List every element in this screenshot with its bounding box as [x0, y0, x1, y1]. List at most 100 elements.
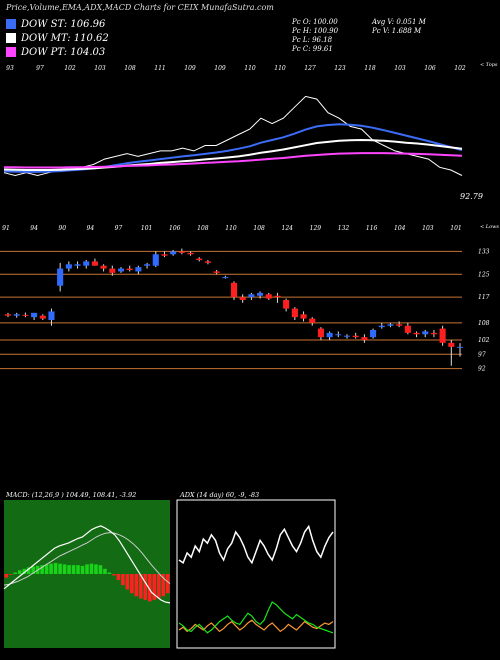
macd-hist-bar — [116, 574, 121, 580]
candle-body — [230, 282, 238, 298]
macd-hist-bar — [26, 567, 31, 574]
stat-pc-high: Pc H: 100.90 — [292, 27, 339, 35]
candle-body — [48, 311, 55, 320]
legend-label-dow-mt: DOW MT: 110.62 — [21, 32, 109, 44]
candle-body — [274, 295, 281, 298]
macd-hist-bar — [148, 574, 152, 602]
candle-body — [448, 342, 455, 347]
macd-hist-bar — [112, 574, 116, 576]
candle-body — [326, 332, 333, 338]
macd-hist-bar — [76, 565, 80, 574]
ema-top-label: 106 — [424, 65, 436, 72]
price-tick-label: 97 — [478, 351, 486, 358]
candle-body — [126, 268, 133, 270]
candle-body — [343, 335, 351, 337]
candle-body — [161, 254, 168, 256]
macd-hist-bar — [58, 563, 62, 574]
candle-body — [456, 346, 464, 348]
macd-hist-bar — [134, 574, 139, 597]
candle-body — [439, 328, 446, 343]
ema-top-label: 108 — [124, 65, 136, 72]
candle-body — [300, 314, 307, 319]
price-top-label: 132 — [338, 225, 350, 232]
candle-body — [39, 315, 46, 319]
macd-line-macd — [3, 525, 171, 604]
ema-line-price — [3, 95, 463, 177]
ema-top-label: 97 — [36, 65, 44, 72]
price-top-label: 104 — [394, 225, 406, 232]
macd-hist-bar — [121, 574, 125, 586]
ema-line-ema-short — [3, 123, 463, 173]
legend-swatch-blue — [6, 19, 16, 29]
macd-line-signal — [3, 532, 171, 586]
price-top-label: 101 — [141, 225, 152, 232]
ema-top-label: 103 — [394, 65, 406, 72]
candle-body — [265, 294, 272, 299]
price-top-label: 101 — [450, 225, 461, 232]
macd-hist-bar — [31, 566, 35, 574]
ema-top-label: 102 — [454, 65, 466, 72]
candle-body — [387, 324, 394, 326]
candle-body — [370, 330, 377, 338]
candle-body — [187, 252, 194, 255]
macd-hist-bar — [103, 568, 107, 574]
candle-body — [65, 264, 72, 269]
macd-hist-bar — [17, 570, 22, 574]
adx-line-di-plus — [178, 619, 334, 633]
price-top-label: 108 — [253, 225, 265, 232]
price-top-label: 116 — [366, 225, 378, 232]
candle-body — [144, 264, 151, 266]
macd-hist-bar — [40, 565, 44, 574]
candle-body — [361, 337, 368, 340]
ema-top-label: 102 — [64, 65, 76, 72]
macd-hist-bar — [85, 564, 89, 574]
candle-body — [257, 292, 264, 296]
price-tick-label: 133 — [478, 248, 490, 255]
macd-hist-bar — [62, 564, 67, 574]
candle-body — [283, 300, 290, 309]
ema-top-label: 127 — [304, 65, 316, 72]
price-top-label: 90 — [58, 225, 66, 232]
candle-body — [309, 318, 316, 323]
macd-hist-bar — [13, 572, 18, 574]
candle-body — [117, 268, 125, 272]
adx-title: ADX (14 day) 60, -9, -83 — [179, 491, 259, 499]
price-top-label: 129 — [310, 225, 322, 232]
legend-dow-pt: DOW PT: 104.03 — [6, 45, 105, 59]
macd-hist-bar — [53, 562, 58, 574]
candle-body — [335, 334, 342, 336]
ema-line-ema-mid — [3, 138, 463, 171]
price-tick-label: 92 — [478, 366, 486, 373]
price-top-label: 124 — [282, 225, 294, 232]
legend-label-dow-pt: DOW PT: 104.03 — [21, 46, 106, 58]
chart-title: Price,Volume,EMA,ADX,MACD Charts for CEI… — [6, 3, 274, 12]
macd-hist-bar — [98, 565, 103, 574]
candle-body — [83, 261, 90, 266]
legend-swatch-magenta — [6, 47, 16, 57]
macd-hist-bar — [152, 574, 157, 600]
ema-top-label: 93 — [6, 65, 14, 72]
stat-pc-open: Pc O: 100.00 — [292, 18, 338, 26]
candle-body — [13, 314, 20, 316]
candle-body — [196, 258, 203, 260]
macd-hist-bar — [94, 564, 98, 574]
ema-top-label: 109 — [214, 65, 226, 72]
candle-body — [239, 297, 246, 300]
price-top-label: 110 — [225, 225, 237, 232]
macd-hist-bar — [8, 574, 13, 575]
ema-top-label: 118 — [364, 65, 376, 72]
price-top-label: 97 — [115, 225, 123, 232]
macd-hist-bar — [89, 563, 94, 574]
ema-top-label: 123 — [334, 65, 346, 72]
candle-body — [413, 332, 420, 335]
candle-body — [422, 331, 429, 335]
macd-title: MACD: (12,26,9 ) 104.49, 108.41, -3.92 — [5, 491, 136, 499]
macd-hist-bar — [107, 572, 112, 574]
price-tick-label: 102 — [478, 337, 490, 344]
candle-body — [404, 325, 411, 333]
price-top-label: 108 — [197, 225, 209, 232]
macd-hist-bar — [49, 563, 53, 574]
price-tick-label: 117 — [478, 294, 490, 301]
